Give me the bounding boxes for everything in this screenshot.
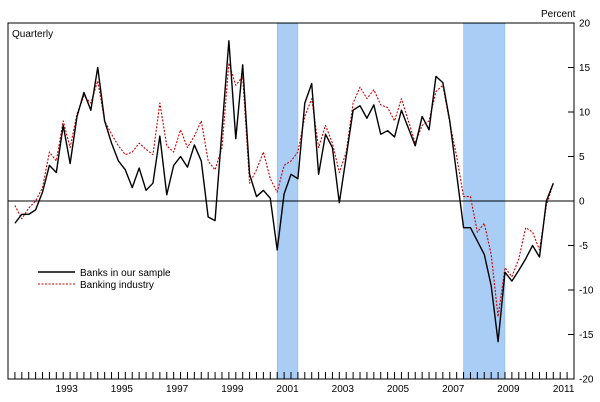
x-axis-tick-labels: 1993 1995 1997 1999 2001 2003 2005 2007 2009 2011 <box>56 384 575 395</box>
series-lines <box>14 40 554 343</box>
y-tick-label: 20 <box>579 19 591 30</box>
y-tick-label: 5 <box>579 152 585 163</box>
x-tick-label: 2007 <box>442 384 465 395</box>
legend: Banks in our sample Banking industry <box>38 268 171 291</box>
y-tick-label: -20 <box>579 375 594 386</box>
x-tick-label: 1999 <box>221 384 244 395</box>
x-tick-label: 2003 <box>332 384 355 395</box>
x-tick-label: 2005 <box>387 384 410 395</box>
x-tick-label: 1995 <box>111 384 134 395</box>
x-tick-label: 1997 <box>166 384 189 395</box>
y-tick-label: 10 <box>579 108 591 119</box>
y-axis-tick-labels: 20 15 10 5 0 -5 -10 -15 -20 <box>579 19 594 386</box>
x-tick-label: 2001 <box>276 384 299 395</box>
legend-label-banking-industry: Banking industry <box>80 280 154 291</box>
y-axis-ticks <box>568 22 574 380</box>
x-tick-label: 2009 <box>497 384 520 395</box>
x-axis-minor-ticks <box>14 372 568 379</box>
y-tick-label: -5 <box>579 241 588 252</box>
y-tick-label: 0 <box>579 197 585 208</box>
y-tick-label: -15 <box>579 330 594 341</box>
legend-label-banks-in-our-sample: Banks in our sample <box>80 268 171 279</box>
series-line-banks-in-our-sample <box>14 40 554 343</box>
y-tick-label: -10 <box>579 286 594 297</box>
frequency-label: Quarterly <box>12 29 53 40</box>
x-tick-label: 2011 <box>553 384 575 395</box>
x-tick-label: 1993 <box>56 384 79 395</box>
unit-label: Percent <box>541 9 576 20</box>
y-tick-label: 15 <box>579 63 591 74</box>
